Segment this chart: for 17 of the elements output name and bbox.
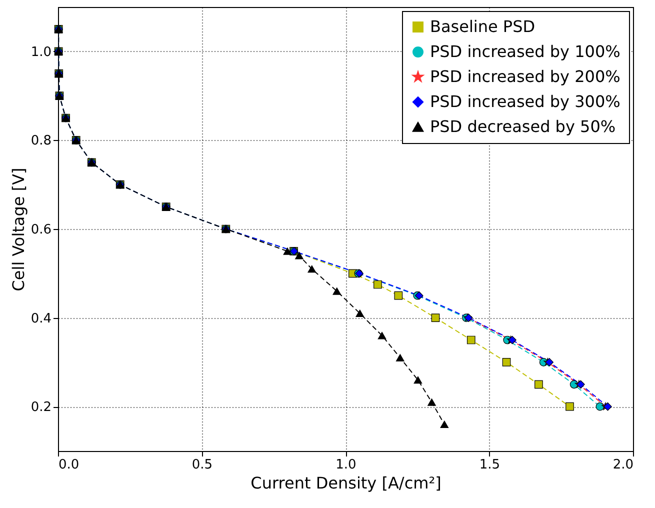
y-tick-label: 0.6	[30, 222, 52, 238]
x-tick-label: 1.0	[336, 458, 356, 472]
legend-label: Baseline PSD	[430, 17, 536, 36]
x-tick-label: 1.5	[479, 458, 500, 472]
x-tick-label: 0.5	[192, 458, 213, 472]
y-axis-title: Cell Voltage [V]	[8, 168, 28, 292]
y-tick-label: 0.8	[30, 134, 52, 149]
x-tick-label: 0.0	[58, 458, 80, 472]
y-tick-label: 0.2	[30, 400, 52, 416]
y-tick-label: 0.4	[30, 311, 52, 326]
legend-label: PSD increased by 300%	[430, 92, 620, 111]
x-axis-title: Current Density [A/cm²]	[250, 474, 442, 492]
legend-label: PSD decreased by 50%	[430, 117, 616, 136]
legend-label: PSD increased by 200%	[430, 67, 620, 86]
x-tick-label: 2.0	[612, 458, 634, 472]
legend-label: PSD increased by 100%	[430, 42, 620, 61]
y-tick-label: 1.0	[30, 44, 52, 60]
